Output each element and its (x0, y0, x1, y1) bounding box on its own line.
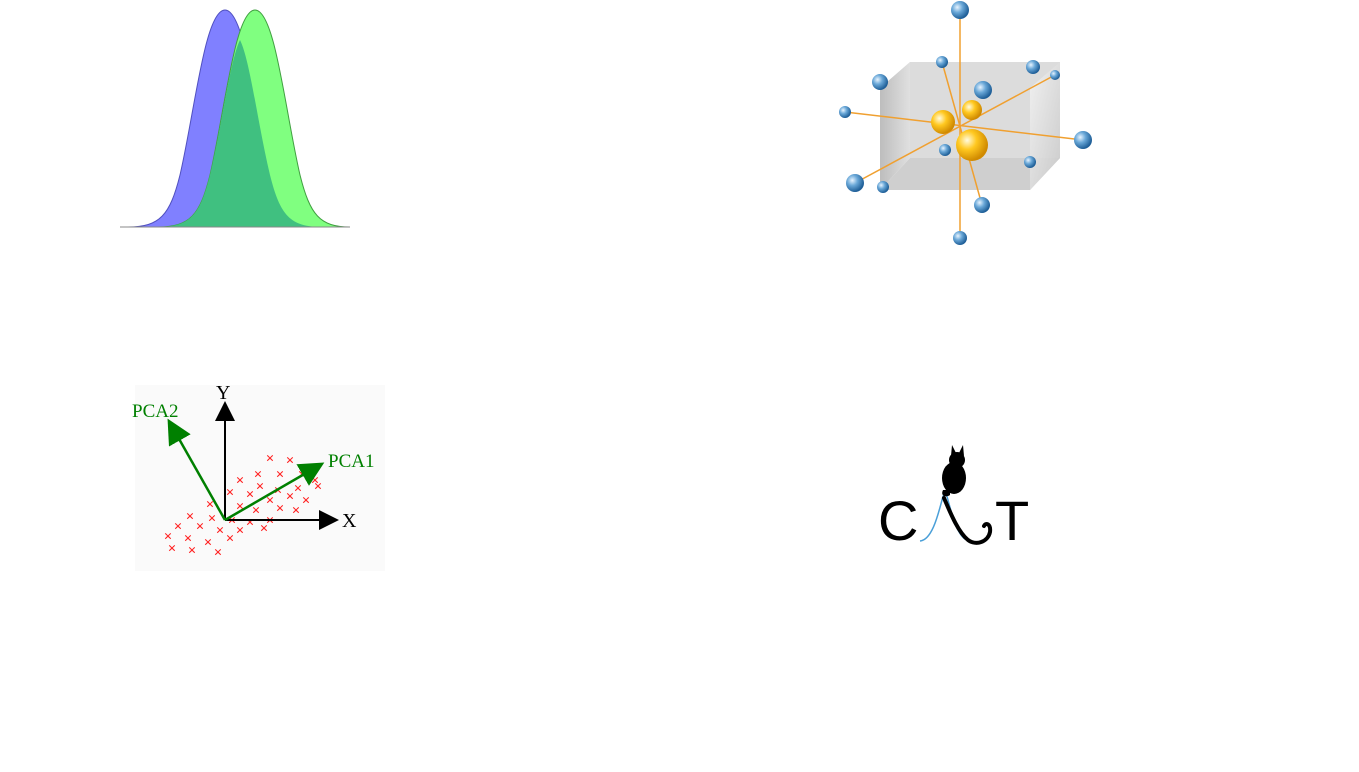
pca-scatter-point: × (168, 541, 177, 557)
pca-scatter-point: × (276, 467, 285, 483)
pca-scatter-point: × (254, 467, 263, 483)
cat-letter-c: C (878, 489, 918, 550)
pca-scatter-point: × (226, 531, 235, 547)
x-axis-label: X (342, 510, 357, 532)
cat-logo-graphic: C T (878, 445, 1029, 552)
pca-figure: ×××××××××××××××××××××××××××××××××××××× Y… (130, 375, 390, 575)
pca-scatter-point: × (204, 535, 213, 551)
pca-scatter-point: × (252, 503, 261, 519)
pca2-arrow (167, 418, 227, 521)
pca-scatter-point: × (260, 521, 269, 537)
pca-scatter-point: × (292, 503, 301, 519)
pca-scatter-point: × (266, 451, 275, 467)
pca-scatter-point: × (246, 487, 255, 503)
pca-scatter-point: × (216, 523, 225, 539)
pca-scatter-point: × (236, 499, 245, 515)
pca-scatter-point: × (314, 479, 323, 495)
pca-scatter-point: × (286, 489, 295, 505)
pca-scatter-point: × (214, 545, 223, 561)
lattice-outer-atoms (839, 1, 1092, 245)
pca-scatter-point: × (276, 501, 285, 517)
pca-scatter-point: × (184, 531, 193, 547)
pca-scatter-point: × (196, 519, 205, 535)
pca-scatter-point: × (174, 519, 183, 535)
pca-scatter-point: × (206, 497, 215, 513)
y-axis-label: Y (216, 382, 230, 404)
gaussian-overlap-region (158, 40, 322, 227)
pca-scatter-point: × (236, 523, 245, 539)
pca-scatter-point: × (208, 511, 217, 527)
pca-scatter-point: × (164, 529, 173, 545)
cube-right-face (1030, 62, 1060, 190)
pca-scatter-point: × (186, 509, 195, 525)
pca-scatter-point: × (294, 481, 303, 497)
pca1-label: PCA1 (328, 451, 374, 472)
pca-scatter-point: × (302, 493, 311, 509)
pca-scatter-point: × (226, 485, 235, 501)
lattice-core-atoms (931, 100, 988, 161)
pca-scatter-point: × (256, 479, 265, 495)
pca-scatter-point: × (274, 483, 283, 499)
cat-tail-stroke (942, 496, 993, 545)
cube-front-face (880, 158, 1060, 190)
pca1-arrow (224, 462, 325, 522)
pca-scatter-point: × (236, 473, 245, 489)
cat-logo: C T (870, 440, 1040, 552)
pca-scatter-point: × (286, 453, 295, 469)
cat-silhouette-icon (942, 445, 966, 497)
cube-back-face (910, 62, 1060, 158)
crystal-lattice-figure (830, 0, 1100, 250)
lattice-axes (844, 10, 1084, 238)
pca2-label: PCA2 (132, 401, 178, 422)
crystal-lattice-cube-icon (839, 1, 1092, 245)
pca-scatter-point: × (188, 543, 197, 559)
pca-axes-scatter-icon: ×××××××××××××××××××××××××××××××××××××× Y… (132, 382, 385, 571)
pca-scatter-point: × (246, 515, 255, 531)
overlapping-gaussians-icon (120, 9, 351, 228)
pca-scatter-point: × (266, 493, 275, 509)
cat-letter-t: T (995, 489, 1029, 550)
gaussian-distribution-figure (110, 0, 360, 240)
